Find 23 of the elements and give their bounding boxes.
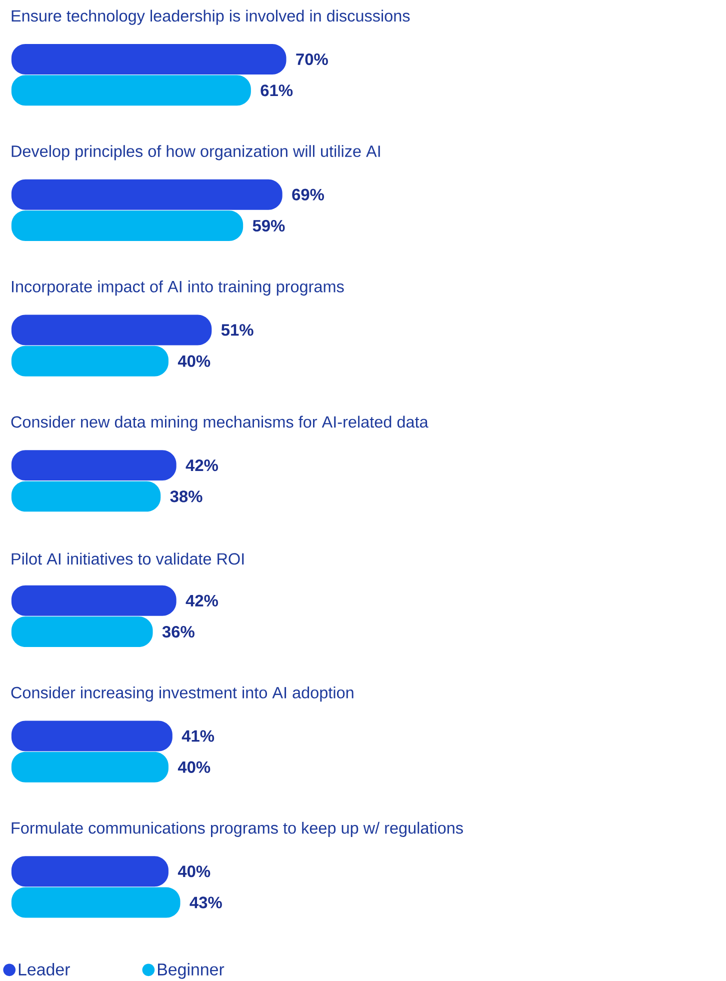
data-label: 70% (296, 53, 328, 66)
data-label: 69% (292, 188, 324, 200)
y-tick-label: Incorporate impact of AI into training programs (12, 280, 344, 296)
data-label: 42% (186, 460, 218, 472)
y-tick-label: Consider increasing investment into AI adoption (11, 686, 354, 702)
data-label: 40% (178, 355, 210, 367)
data-label: 36% (162, 626, 194, 638)
data-label: 61% (260, 84, 293, 96)
y-tick-label: Develop principles of how organization will utilize AI (12, 145, 380, 160)
y-tick-label: Pilot AI initiatives to validate ROI (12, 552, 244, 565)
data-label: 59% (252, 220, 285, 232)
data-label: 51% (221, 324, 254, 336)
data-label: 40% (178, 866, 210, 878)
data-label: 38% (170, 490, 202, 502)
data-label: 40% (178, 761, 210, 773)
y-tick-label: Ensure technology leadership is involved in discussions (12, 10, 410, 25)
data-label: 43% (190, 896, 222, 908)
y-tick-label: Consider new data mining mechanisms for AI-related data (11, 416, 428, 431)
data-label: 42% (186, 594, 218, 606)
data-label: 41% (182, 730, 214, 742)
y-tick-label: Formulate communications programs to keep up w/ regulations (12, 822, 463, 837)
legend-label: Leader (18, 963, 70, 976)
legend-label: Beginner (158, 963, 224, 979)
